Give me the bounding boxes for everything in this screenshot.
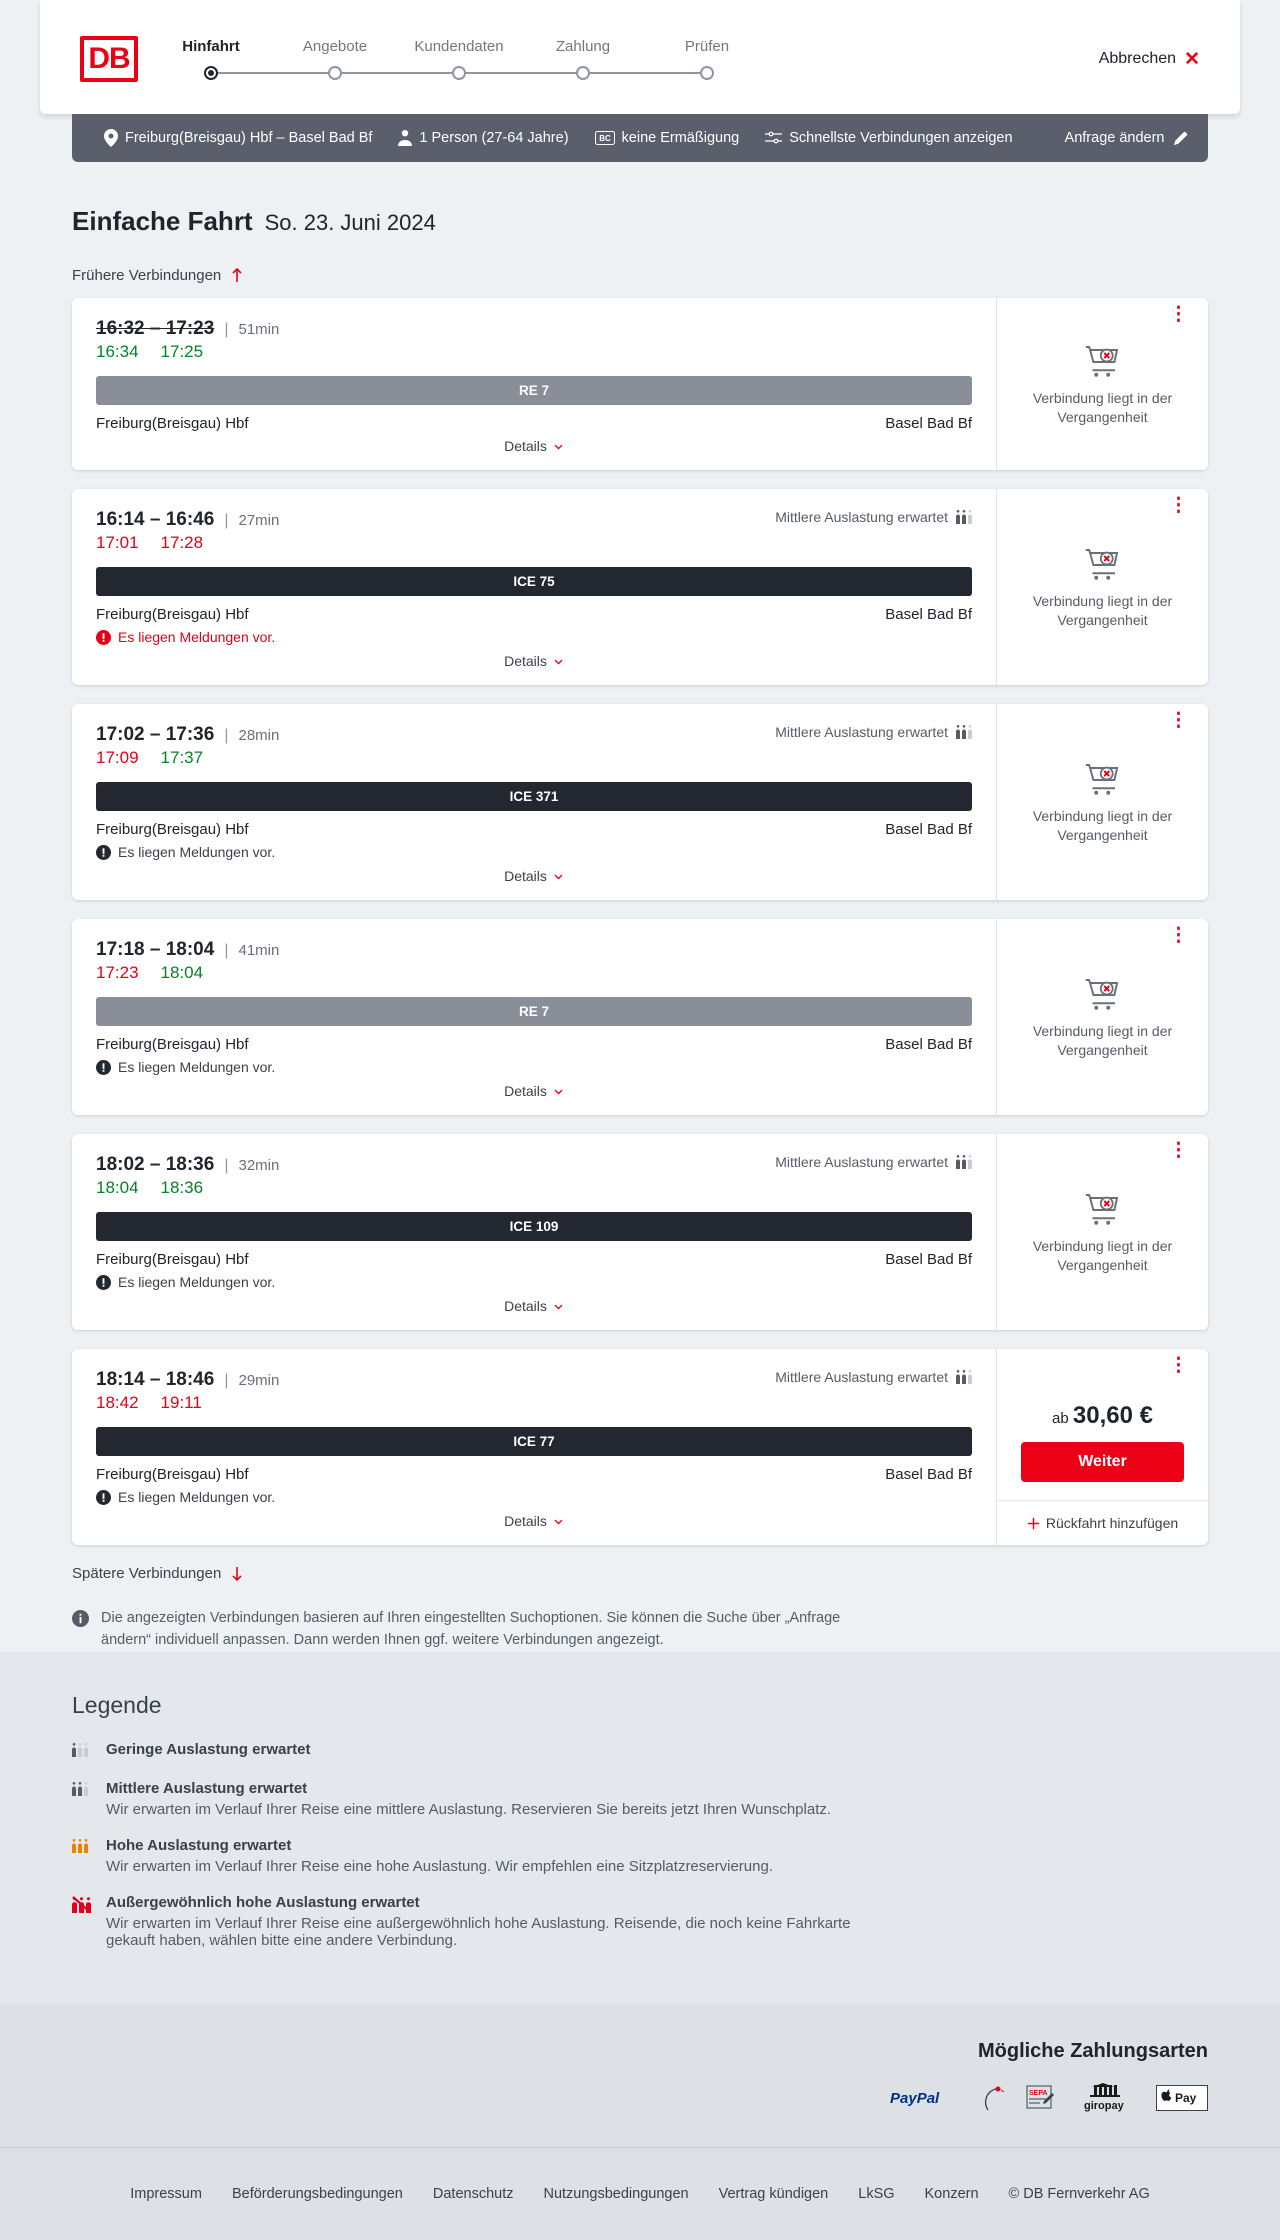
- svg-text:PayPal: PayPal: [890, 2090, 940, 2107]
- svg-text:SEPA: SEPA: [1029, 2090, 1048, 2097]
- svg-text:Pay: Pay: [1175, 2091, 1197, 2105]
- svg-text:BC: BC: [599, 134, 611, 143]
- svg-text:giropay: giropay: [1084, 2100, 1125, 2112]
